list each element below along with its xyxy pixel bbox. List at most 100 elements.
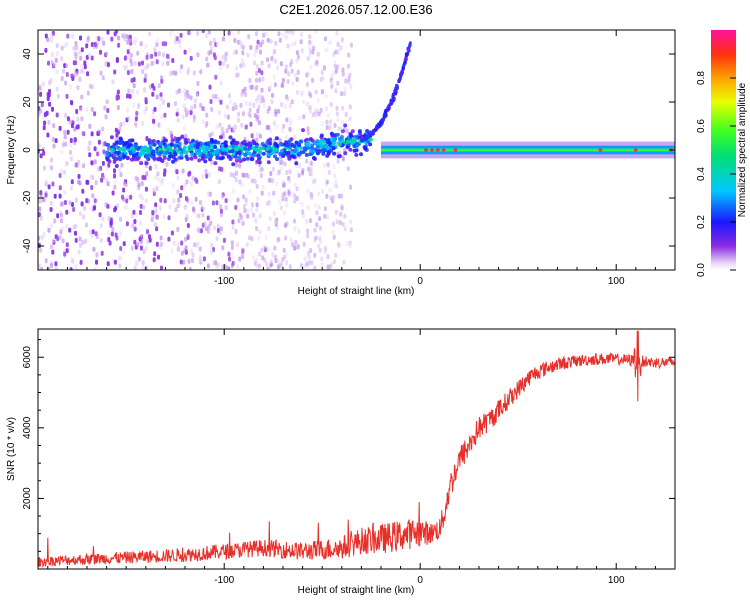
heatmap-cell [55, 43, 59, 49]
heatmap-cell [193, 155, 198, 160]
heatmap-cell [105, 99, 109, 105]
heatmap-cell [106, 108, 110, 113]
heatmap-cell [270, 99, 274, 105]
heatmap-cell [206, 191, 210, 197]
snr-frame [37, 328, 676, 570]
heatmap-cell [291, 242, 295, 248]
heatmap-cell [137, 61, 141, 67]
spectrogram-y-tick-label: 0 [22, 147, 33, 153]
heatmap-cell [47, 119, 51, 125]
heatmap-cell [146, 63, 150, 69]
heatmap-cell [155, 150, 160, 155]
heatmap-cell [49, 165, 53, 171]
heatmap-cell [172, 240, 176, 246]
colorbar-tick-label: 0.4 [696, 167, 707, 181]
heatmap-cell [259, 173, 263, 179]
heatmap-cell [238, 179, 242, 185]
heatmap-cell [266, 37, 270, 43]
heatmap-cell [259, 49, 262, 55]
heatmap-cell [83, 205, 86, 211]
heatmap-cell [304, 153, 309, 157]
heatmap-cell [49, 200, 53, 206]
heatmap-cell [339, 45, 343, 51]
heatmap-cell [172, 183, 175, 188]
heatmap-cell [83, 60, 87, 66]
heatmap-cell [355, 143, 360, 148]
heatmap-cell [192, 206, 196, 212]
heatmap-cell [145, 155, 150, 160]
heatmap-cell [133, 265, 137, 270]
heatmap-cell [118, 126, 122, 132]
heatmap-cell [54, 266, 58, 270]
heatmap-cell [227, 251, 231, 257]
heatmap-cell [277, 108, 280, 114]
spectrogram-x-tick-label: 100 [608, 276, 625, 287]
heatmap-cell [207, 30, 211, 35]
heatmap-cell [349, 134, 354, 138]
heatmap-cell [118, 141, 123, 145]
heatmap-cell [205, 154, 210, 159]
heatmap-cell [598, 148, 603, 152]
heatmap-cell [136, 146, 141, 151]
heatmap-cell [176, 117, 180, 123]
heatmap-cell [56, 93, 60, 99]
heatmap-cell [139, 245, 143, 251]
heatmap-cell [103, 61, 107, 67]
heatmap-cell [68, 142, 72, 148]
heatmap-cell [196, 52, 200, 58]
heatmap-cell [228, 157, 233, 161]
heatmap-cell [175, 139, 180, 144]
heatmap-cell [176, 242, 180, 248]
heatmap-cell [314, 30, 318, 34]
heatmap-cell [282, 182, 286, 188]
heatmap-cell [65, 41, 69, 47]
heatmap-cell [284, 196, 288, 202]
heatmap-cell [184, 95, 187, 101]
heatmap-cell [254, 31, 258, 37]
heatmap-cell [185, 179, 189, 185]
heatmap-cell [255, 159, 260, 164]
heatmap-cell [273, 82, 277, 88]
heatmap-cell [158, 141, 163, 146]
heatmap-cell [215, 236, 219, 241]
heatmap-cell [318, 216, 322, 222]
heatmap-cell [141, 120, 145, 126]
heatmap-cell [81, 239, 85, 245]
heatmap-cell [254, 144, 259, 149]
heatmap-cell [82, 214, 86, 220]
heatmap-cell [159, 197, 163, 203]
heatmap-cell [63, 129, 67, 135]
heatmap-cell [197, 158, 202, 163]
heatmap-cell [58, 185, 62, 191]
heatmap-cell [293, 198, 297, 204]
heatmap-cell [218, 135, 223, 140]
heatmap-cell [174, 70, 178, 76]
heatmap-cell [54, 261, 58, 267]
heatmap-cell [78, 211, 82, 217]
heatmap-cell [175, 89, 179, 95]
heatmap-cell [101, 75, 105, 81]
heatmap-cell [178, 43, 182, 49]
heatmap-cell [102, 40, 106, 46]
heatmap-cell [211, 93, 215, 99]
heatmap-cell [199, 255, 202, 261]
heatmap-cell [218, 60, 222, 66]
heatmap-cell [298, 163, 301, 169]
heatmap-cell [203, 150, 208, 155]
heatmap-cell [309, 93, 313, 99]
heatmap-cell [144, 65, 148, 71]
heatmap-cell [125, 198, 129, 204]
heatmap-cell [289, 237, 293, 243]
heatmap-cell [109, 220, 113, 226]
spectrogram-heatmap [38, 30, 675, 270]
heatmap-cell [326, 113, 330, 118]
heatmap-cell [231, 219, 235, 225]
heatmap-cell [107, 159, 112, 164]
heatmap-cell [347, 63, 350, 69]
colorbar: 0.0 0.2 0.4 0.6 0.8 Normalized spectral ampl… [696, 30, 748, 277]
heatmap-cell [76, 124, 80, 130]
heatmap-cell [189, 55, 193, 61]
heatmap-cell [75, 45, 79, 51]
heatmap-cell [186, 69, 190, 75]
heatmap-cell [220, 126, 224, 132]
